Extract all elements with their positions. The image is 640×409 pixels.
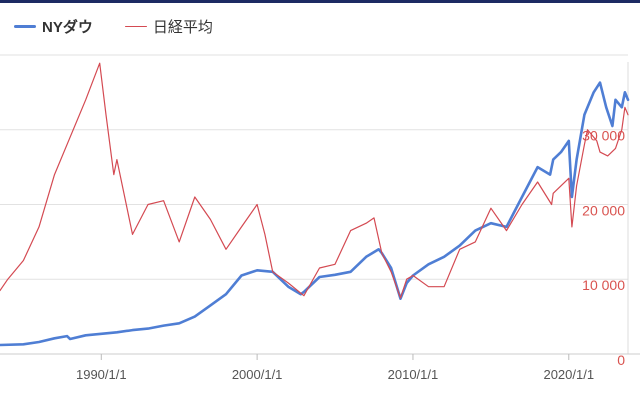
legend-item-nikkei[interactable]: 日経平均 <box>124 16 213 37</box>
y-tick-label: 10 000 <box>582 277 625 293</box>
y-tick-label: 30 000 <box>582 128 625 144</box>
series-line-nikkei <box>0 62 629 299</box>
legend-item-nydow[interactable]: NYダウ <box>14 16 93 37</box>
x-tick-label: 1990/1/1 <box>76 367 127 382</box>
legend-swatch-nydow <box>14 25 36 28</box>
chart-legend: NYダウ 日経平均 <box>14 16 213 37</box>
legend-label-nydow: NYダウ <box>42 19 93 36</box>
x-tick-label: 2020/1/1 <box>543 367 594 382</box>
y-tick-label: 0 <box>617 352 625 368</box>
x-tick-label: 2000/1/1 <box>232 367 283 382</box>
series-line-nydow <box>0 81 630 347</box>
legend-label-nikkei: 日経平均 <box>152 19 213 36</box>
top-border <box>0 0 640 3</box>
y-tick-label: 20 000 <box>582 202 625 218</box>
x-tick-label: 2010/1/1 <box>388 367 439 382</box>
legend-swatch-nikkei <box>124 25 147 28</box>
